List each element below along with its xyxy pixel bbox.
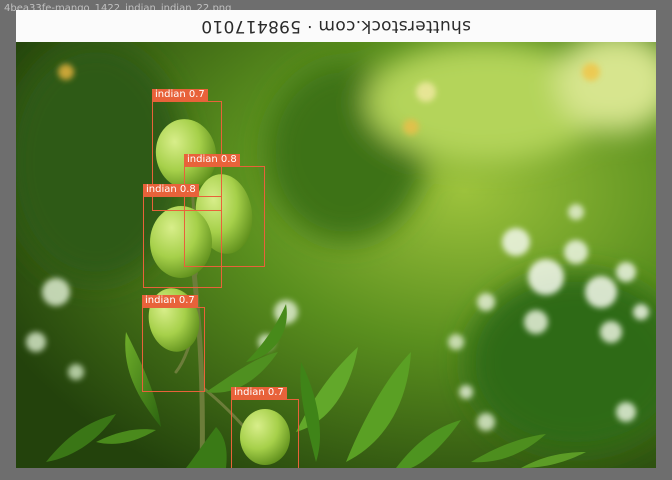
watermark-banner: shutterstock.com · 598417010 — [16, 10, 656, 42]
detection-label: indian 0.7 — [231, 387, 287, 399]
blurred-foliage-patches — [16, 42, 656, 452]
detection-box: indian 0.7 — [152, 89, 222, 211]
leaves — [46, 304, 586, 468]
photo-scene — [16, 42, 656, 468]
detection-box: indian 0.7 — [142, 295, 205, 392]
image-frame: shutterstock.com · 598417010 — [16, 10, 656, 468]
detection-label: indian 0.7 — [152, 89, 208, 101]
detection-label: indian 0.8 — [184, 154, 240, 166]
mango-tree-photo: indian 0.7 indian 0.8 indian 0.8 indian … — [16, 42, 656, 468]
filename-caption: 4bea33fe-mango_1422_indian_indian_22.png — [4, 3, 232, 14]
detection-label: indian 0.7 — [142, 295, 198, 307]
watermark-text: shutterstock.com · 598417010 — [201, 16, 471, 36]
detection-box: indian 0.7 — [231, 387, 299, 468]
detection-label: indian 0.8 — [143, 184, 199, 196]
detection-box: indian 0.8 — [184, 154, 265, 267]
detection-box: indian 0.8 — [143, 184, 222, 288]
